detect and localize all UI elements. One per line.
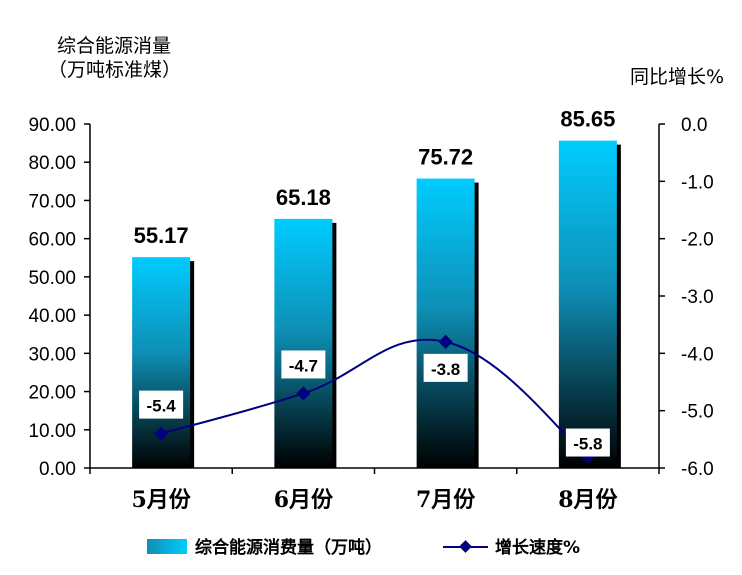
bar-value-label: 85.65 [560,107,615,132]
legend-line-marker [459,540,472,553]
bar [558,140,617,469]
bar-value-label: 75.72 [418,145,473,170]
x-tick-label: 6月份 [274,487,334,513]
right-tick-label: -6.0 [681,459,714,480]
bar-value-label: 55.17 [134,223,189,248]
x-tick-label: 8月份 [558,487,618,513]
left-tick-label: 90.00 [28,115,76,136]
growth-point [154,426,169,441]
left-tick-label: 10.00 [28,421,76,442]
growth-line [160,338,589,458]
right-axis-title: 同比增长% [630,66,724,88]
left-tick-label: 60.00 [28,230,76,251]
legend-bar-label: 综合能源消费量（万吨） [195,537,382,558]
left-tick-label: 30.00 [28,344,76,365]
left-axis-title-line1: 综合能源消量 [57,35,171,57]
bar [416,178,475,468]
growth-value-label: -4.7 [289,356,318,375]
growth-value-label: -5.4 [146,397,176,416]
plot-area: 55.17 65.18 75.72 85.65 0.00 10.00 20.00 30.00 4… [28,107,713,513]
bar-value-label: 65.18 [276,185,331,210]
growth-label-box [565,428,610,457]
left-tick-label: 80.00 [28,153,76,174]
left-tick-label: 0.00 [39,459,76,480]
growth-point [296,386,311,401]
legend: 综合能源消费量（万吨） 增长速度% [147,537,580,558]
growth-label-box [423,353,468,382]
x-tick-label: 7月份 [416,487,476,513]
right-tick-label: -2.0 [681,230,714,251]
left-tick-label: 50.00 [28,268,76,289]
legend-bar-swatch [147,539,187,554]
growth-point [438,334,453,349]
right-tick-label: -4.0 [681,344,714,365]
growth-value-label: -3.8 [431,360,460,379]
right-tick-label: -3.0 [681,287,714,308]
right-tick-label: 0.0 [681,115,707,136]
left-axis-title-line2: （万吨标准煤） [48,59,181,81]
x-tick-label: 5月份 [131,487,191,513]
right-tick-label: -1.0 [681,172,714,193]
legend-line-label: 增长速度% [495,537,580,558]
growth-label-box [139,390,184,419]
growth-label-box [281,350,326,379]
right-tick-label: -5.0 [681,402,714,423]
growth-value-label: -5.8 [573,435,602,454]
left-tick-label: 70.00 [28,191,76,212]
left-tick-label: 40.00 [28,306,76,327]
bar [274,218,333,468]
left-tick-label: 20.00 [28,383,76,404]
